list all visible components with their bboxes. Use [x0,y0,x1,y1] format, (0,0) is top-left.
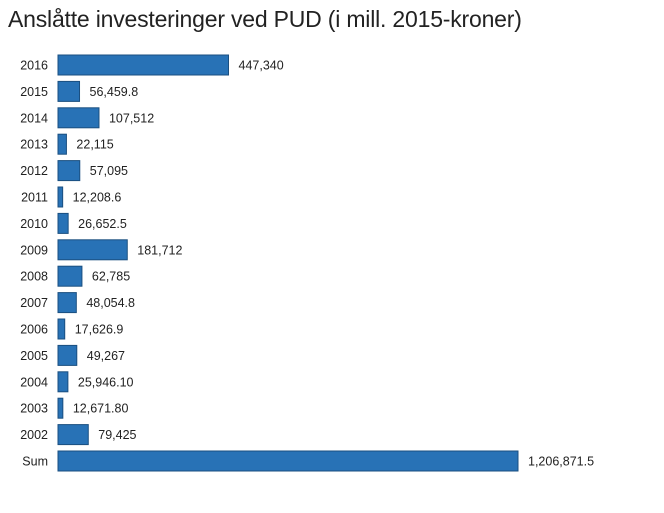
category-label-2004: 2004 [20,375,48,389]
value-label-2012: 57,095 [90,164,128,178]
bar-2016 [57,54,230,76]
bar-2006 [57,318,66,340]
category-label-sum: Sum [22,455,48,469]
category-label-2011: 2011 [21,191,48,205]
value-label-2009: 181,712 [137,243,182,257]
value-label-2007: 48,054.8 [86,296,135,310]
category-label-2009: 2009 [20,243,48,257]
value-label-2002: 79,425 [98,428,136,442]
chart-title: Anslåtte investeringer ved PUD (i mill. … [8,6,522,32]
bar-2009 [57,239,128,261]
value-label-2003: 12,671.80 [73,402,129,416]
bars-layer: 2016 447,340 2015 56,459.8 2014 107,512 2013 22… [20,54,594,472]
bar-2013 [57,133,67,155]
category-label-2012: 2012 [20,164,48,178]
value-label-2010: 26,652.5 [78,217,127,231]
value-label-2005: 49,267 [87,349,125,363]
bar-2008 [57,265,83,287]
category-label-2005: 2005 [20,349,48,363]
bar-2005 [57,344,78,366]
category-label-2013: 2013 [20,138,48,152]
category-label-2002: 2002 [20,428,48,442]
value-label-2006: 17,626.9 [75,323,124,337]
bar-2015 [57,80,81,102]
category-label-2007: 2007 [20,296,48,310]
bar-2003 [57,397,64,419]
bar-2011 [57,186,64,208]
bar-sum [57,450,519,472]
bar-2004 [57,371,69,393]
category-label-2016: 2016 [20,59,48,73]
value-label-2014: 107,512 [109,111,154,125]
category-label-2006: 2006 [20,323,48,337]
value-label-2015: 56,459.8 [90,85,139,99]
bar-2007 [57,292,77,314]
bar-2002 [57,424,89,446]
category-label-2010: 2010 [20,217,48,231]
value-label-2008: 62,785 [92,270,130,284]
category-label-2015: 2015 [20,85,48,99]
value-label-2013: 22,115 [76,138,113,152]
bar-2012 [57,160,81,182]
bar-2014 [57,107,100,129]
category-label-2014: 2014 [20,111,48,125]
bar-2010 [57,212,69,234]
value-label-2004: 25,946.10 [78,375,134,389]
value-label-2016: 447,340 [239,59,284,73]
value-label-sum: 1,206,871.5 [528,455,594,469]
category-label-2003: 2003 [20,402,48,416]
value-label-2011: 12,208.6 [73,191,122,205]
category-label-2008: 2008 [20,270,48,284]
